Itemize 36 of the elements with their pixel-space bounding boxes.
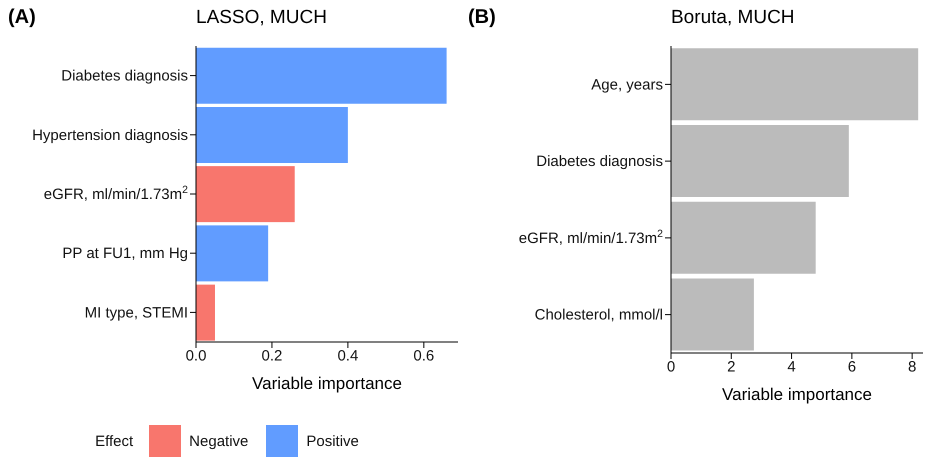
bar — [196, 106, 348, 163]
x-tick-label: 0 — [666, 358, 676, 376]
legend-label: Positive — [305, 432, 359, 452]
bar — [196, 284, 215, 341]
bar — [671, 202, 816, 274]
x-tick-label: 4 — [787, 358, 796, 376]
y-tick-label: PP at FU1, mm Hg — [62, 245, 188, 262]
chart-title: Boruta, MUCH — [671, 7, 795, 28]
x-tick-label: 6 — [848, 358, 856, 376]
x-tick-label: 0.2 — [262, 348, 282, 365]
x-tick-label: 0.0 — [186, 348, 206, 365]
bar — [671, 48, 918, 120]
bar — [196, 48, 447, 104]
x-tick-label: 8 — [908, 358, 916, 376]
y-tick-label: eGFR, ml/min/1.73m$^{2}$ — [44, 184, 188, 203]
legend-label: Negative — [188, 432, 248, 452]
chart-title: LASSO, MUCH — [196, 7, 327, 28]
y-tick-label: Diabetes diagnosis — [536, 153, 663, 170]
y-tick-label: MI type, STEMI — [84, 304, 188, 322]
y-tick-label: Diabetes diagnosis — [61, 68, 188, 85]
x-tick-label: 0.4 — [337, 348, 358, 365]
bar — [196, 225, 268, 282]
text: (A) — [8, 6, 36, 28]
y-tick-label: Age, years — [591, 76, 663, 94]
x-axis-title: Variable importance — [252, 374, 402, 393]
legend-title: Effect — [95, 432, 134, 450]
x-tick-label: 0.6 — [413, 348, 434, 365]
y-tick-label: eGFR, ml/min/1.73m$^{2}$ — [518, 228, 664, 247]
x-tick-label: 2 — [727, 358, 736, 376]
bar — [671, 125, 849, 198]
y-tick-label: Cholesterol, mmol/l — [534, 306, 663, 324]
text: (B) — [468, 6, 496, 28]
bar — [196, 166, 295, 222]
y-tick-label: Hypertension diagnosis — [32, 126, 188, 144]
bar — [671, 278, 754, 351]
x-axis-title: Variable importance — [722, 385, 872, 404]
